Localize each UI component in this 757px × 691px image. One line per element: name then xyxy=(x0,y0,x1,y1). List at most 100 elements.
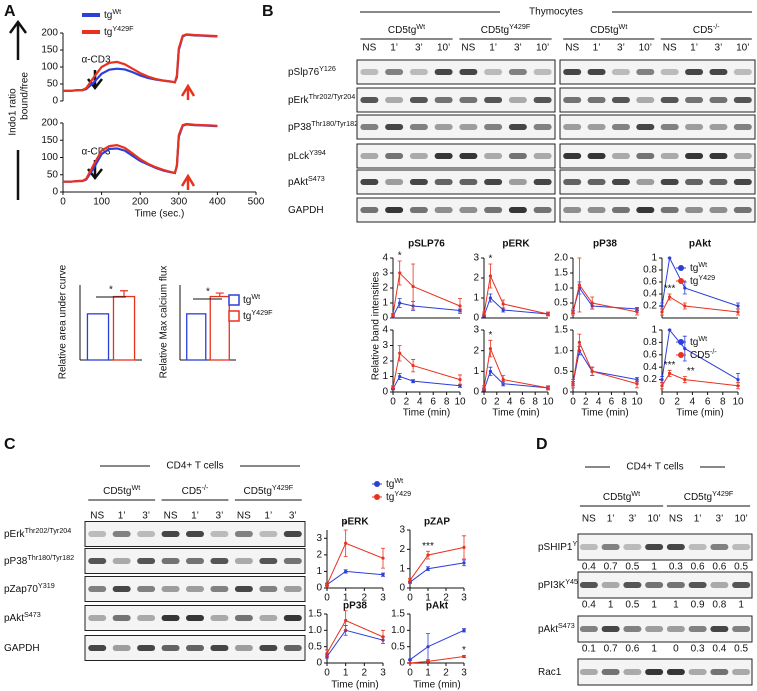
x-axis-label: Time (min) xyxy=(492,408,539,419)
y-tick-label: 0.6 xyxy=(643,277,657,288)
significance: *** xyxy=(664,360,676,371)
blot-band xyxy=(283,558,302,564)
legend-swatch xyxy=(678,278,684,284)
y-tick-label: 2 xyxy=(382,283,388,294)
x-tick-label: 8 xyxy=(720,397,726,408)
y-tick-label: 3 xyxy=(382,340,388,351)
blot-band xyxy=(484,69,503,75)
blot-band xyxy=(409,179,428,185)
lane-label: NS xyxy=(669,514,683,525)
blot-band xyxy=(688,544,707,550)
x-tick-label: 0 xyxy=(324,593,330,604)
row-label-base: GAPDH xyxy=(288,205,324,216)
x-tick-label: 1 xyxy=(343,668,349,679)
chart-title: pERK xyxy=(341,517,369,528)
blot-band xyxy=(385,179,404,185)
blot-band xyxy=(563,207,582,213)
annotation: α-CD3 xyxy=(81,147,111,158)
blot-band xyxy=(186,558,204,564)
blot-band xyxy=(732,669,751,675)
x-tick-label: 2 xyxy=(674,397,680,408)
blot-band xyxy=(685,179,704,185)
blot-band xyxy=(112,586,131,592)
blot-band xyxy=(636,179,655,185)
data-line xyxy=(483,346,549,389)
point xyxy=(398,301,402,305)
y-axis-label: Relative band intensities xyxy=(371,272,382,380)
blot-band xyxy=(732,582,751,588)
blot-band xyxy=(645,582,664,588)
blot-band xyxy=(563,124,582,130)
x-tick-label: 4 xyxy=(690,397,696,408)
point xyxy=(501,378,505,382)
data-line xyxy=(392,352,461,388)
y-tick-label: 0 xyxy=(382,387,388,398)
x-axis-label: Time (min) xyxy=(676,408,723,419)
y-tick-label: 0.4 xyxy=(643,362,657,373)
point xyxy=(683,378,687,382)
lane-label: 10’ xyxy=(734,514,747,525)
chart-title: pP38 xyxy=(343,601,367,612)
point xyxy=(426,553,430,557)
group-label-sup: -/- xyxy=(713,22,720,31)
data-line xyxy=(572,349,638,384)
band-quant: 0.6 xyxy=(691,562,705,573)
blot-frame xyxy=(559,114,756,140)
legend-entry-base: tg xyxy=(690,263,698,274)
blot-band xyxy=(733,207,752,213)
blot-band xyxy=(459,179,478,185)
lane-label: 10’ xyxy=(639,43,652,54)
legend-swatch xyxy=(374,481,380,487)
blot-band xyxy=(459,69,478,75)
row-label-base: pP38 xyxy=(288,122,312,133)
blot-band xyxy=(666,669,685,675)
blot-band xyxy=(709,124,728,130)
blot-band xyxy=(611,97,630,103)
blot-band xyxy=(385,207,404,213)
lane-label: NS xyxy=(461,43,475,54)
blot-band xyxy=(645,626,664,632)
point xyxy=(325,651,329,655)
point xyxy=(458,378,462,382)
bar xyxy=(186,313,207,361)
group-label-base: CD5tg xyxy=(590,25,618,36)
group-label: CD5-/- xyxy=(182,483,209,497)
legend-swatch xyxy=(678,265,684,271)
significance: *** xyxy=(422,541,434,552)
blot-band xyxy=(234,558,253,564)
x-tick-label: 8 xyxy=(444,397,450,408)
lane-label: 10’ xyxy=(647,514,660,525)
y-tick-label: 0.2 xyxy=(643,374,657,385)
row-label-base: pErk xyxy=(4,529,26,540)
legend-entry: tgWt xyxy=(690,334,707,348)
point xyxy=(501,308,505,312)
row-label-base: pSHIP1 xyxy=(538,542,573,553)
y-tick-label: 0 xyxy=(316,583,322,594)
y-tick-label: 1.0 xyxy=(554,345,568,356)
bar xyxy=(209,295,230,361)
blot-band xyxy=(508,69,527,75)
data-line xyxy=(392,271,461,316)
blot-band xyxy=(709,207,728,213)
point xyxy=(381,635,385,639)
point xyxy=(426,659,430,663)
blot-band xyxy=(112,531,131,537)
x-axis-label: Time (min) xyxy=(413,680,460,691)
blot-band xyxy=(660,179,679,185)
row-label: pAktS473 xyxy=(538,621,575,635)
y-tick-label: 0.5 xyxy=(554,298,568,309)
legend-entry-base: tg xyxy=(104,27,112,38)
y-tick-label: 1.5 xyxy=(308,609,322,620)
blot-band xyxy=(88,586,107,592)
y-tick-label: 1.0 xyxy=(308,625,322,636)
legend-entry-base: tg xyxy=(104,10,112,21)
blot-band xyxy=(636,153,655,159)
point xyxy=(501,302,505,306)
point xyxy=(577,283,582,287)
y-tick-label: 3 xyxy=(399,525,405,536)
lane-label: 3’ xyxy=(715,43,723,54)
row-label-sup: S473 xyxy=(558,621,575,630)
blot-band xyxy=(210,531,229,537)
row-label-base: GAPDH xyxy=(4,643,40,654)
